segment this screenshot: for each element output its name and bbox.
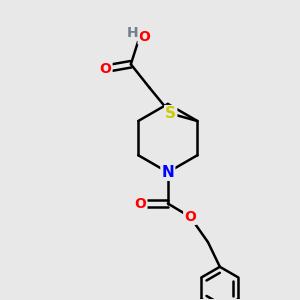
Text: S: S — [165, 106, 176, 121]
Text: O: O — [139, 30, 151, 44]
Text: O: O — [135, 196, 146, 211]
Text: H: H — [127, 26, 139, 40]
Text: O: O — [100, 62, 112, 76]
Text: N: N — [161, 165, 174, 180]
Text: O: O — [184, 210, 196, 224]
